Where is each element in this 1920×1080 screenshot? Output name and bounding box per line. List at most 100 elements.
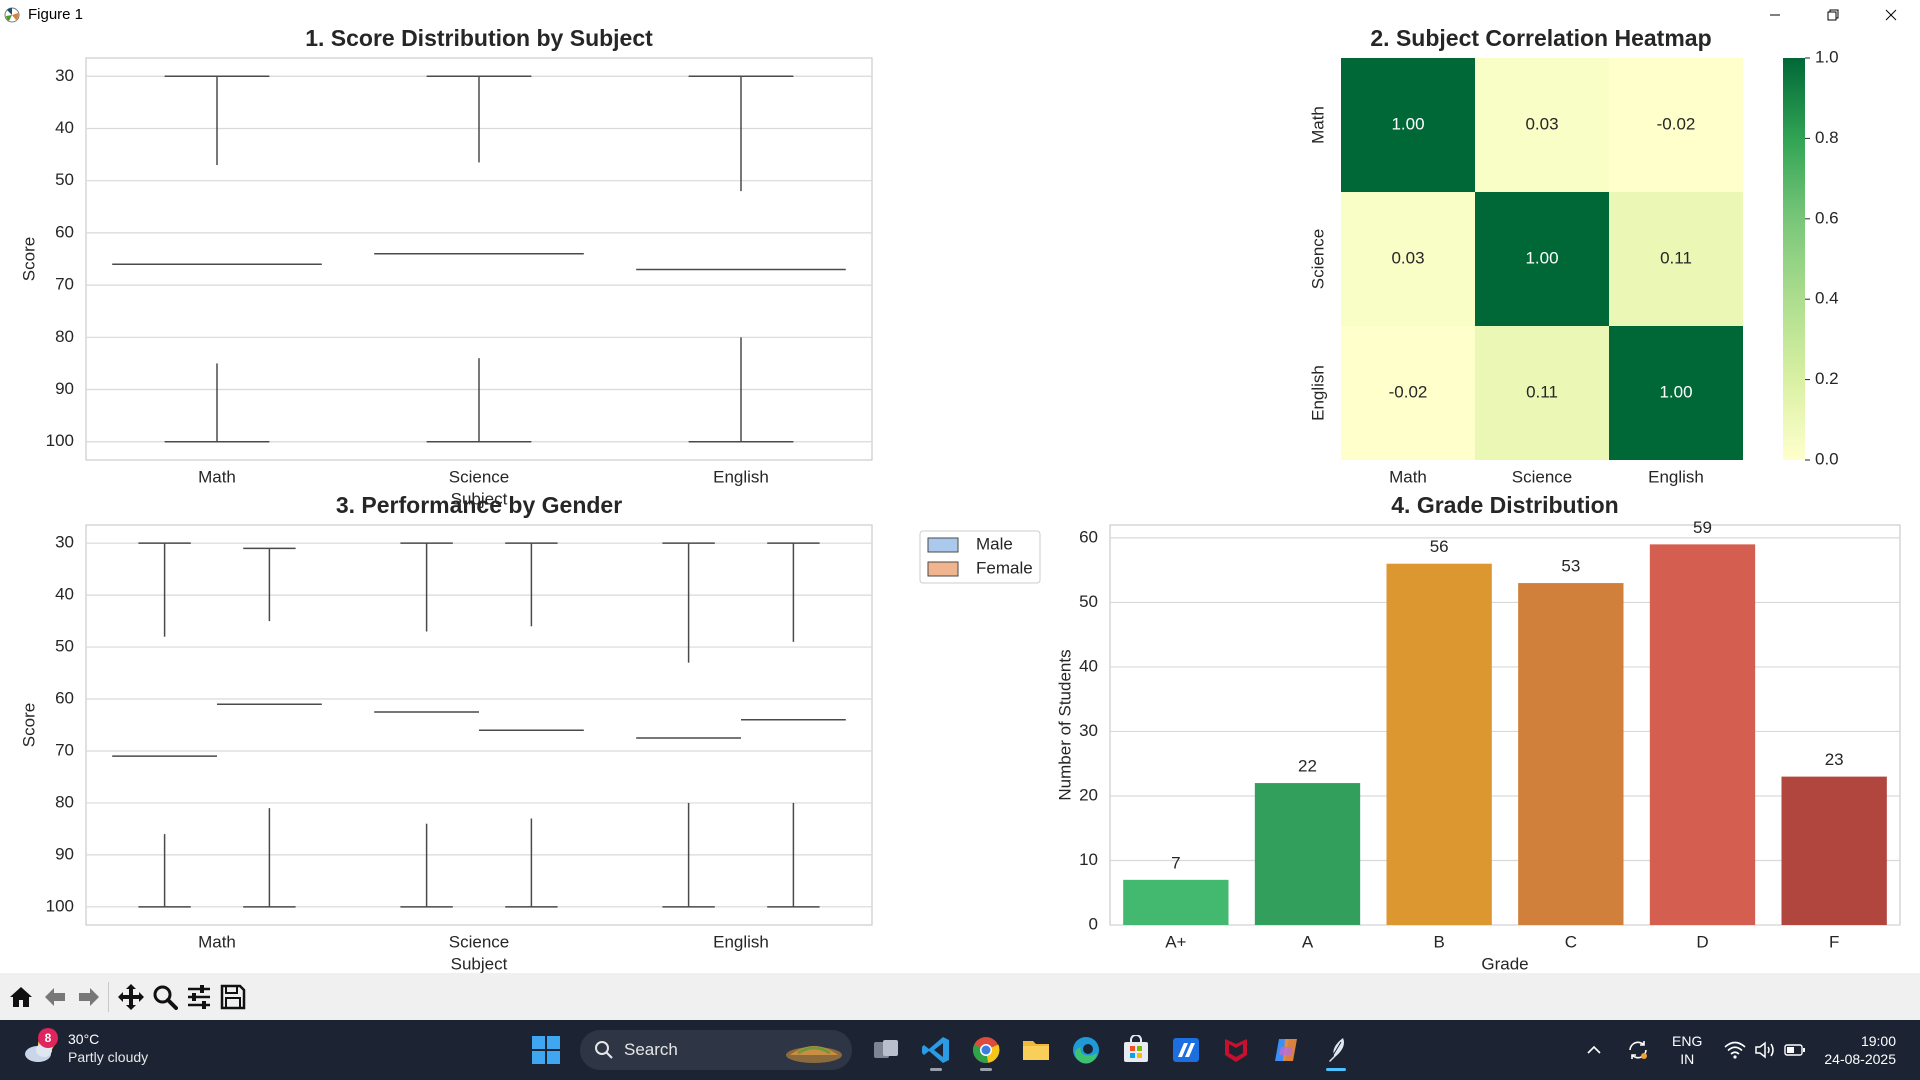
heatmap-cell-label: 0.03 bbox=[1525, 114, 1558, 133]
plot-area bbox=[85, 524, 873, 926]
active-window-indicator bbox=[1326, 1068, 1346, 1071]
subplot-title: 2. Subject Correlation Heatmap bbox=[1370, 29, 1711, 51]
y-tick-label: 80 bbox=[55, 327, 74, 346]
x-tick-label: English bbox=[713, 467, 769, 486]
edge-taskbar-button[interactable] bbox=[1064, 1028, 1108, 1072]
x-tick-label: English bbox=[1648, 467, 1704, 486]
heatmap-cell-label: -0.02 bbox=[1389, 382, 1428, 401]
restore-button[interactable] bbox=[1804, 0, 1862, 29]
heatmap-cell-label: 1.00 bbox=[1525, 248, 1558, 267]
system-tray: ENG IN 19:00 24-08-2025 bbox=[1572, 1020, 1920, 1080]
close-icon bbox=[1885, 9, 1897, 20]
matplotlib-app-icon bbox=[2, 5, 22, 25]
x-tick-label: Math bbox=[1389, 467, 1427, 486]
bar bbox=[1781, 776, 1887, 925]
bar-value-label: 7 bbox=[1171, 853, 1180, 872]
heatmap-cell-label: 1.00 bbox=[1659, 382, 1692, 401]
x-axis-label: Subject bbox=[451, 954, 508, 973]
subplot-title: 3. Performance by Gender bbox=[336, 492, 622, 518]
y-tick-label: 60 bbox=[55, 689, 74, 708]
y-tick-label: 90 bbox=[55, 379, 74, 398]
y-tick-label: 20 bbox=[1079, 785, 1098, 804]
x-axis-label: Grade bbox=[1481, 954, 1528, 973]
restore-icon bbox=[1827, 9, 1839, 20]
search-label: Search bbox=[624, 1040, 678, 1059]
chrome-taskbar-button[interactable] bbox=[964, 1028, 1008, 1072]
taskbar-search-box[interactable]: Search bbox=[580, 1030, 852, 1070]
mcafee-taskbar-button[interactable] bbox=[1214, 1028, 1258, 1072]
minimize-button[interactable] bbox=[1746, 0, 1804, 29]
heatmap-cell-label: 0.11 bbox=[1526, 382, 1558, 401]
y-axis-label: Number of Students bbox=[1055, 649, 1074, 800]
x-tick-label: A+ bbox=[1165, 932, 1186, 951]
task-view-button[interactable] bbox=[864, 1028, 908, 1072]
legend-label: Male bbox=[976, 534, 1013, 553]
y-tick-label: 40 bbox=[55, 118, 74, 137]
show-hidden-icons-button[interactable] bbox=[1572, 1028, 1616, 1072]
copilot-taskbar-button[interactable] bbox=[1264, 1028, 1308, 1072]
heatmap-cell-label: -0.02 bbox=[1657, 114, 1696, 133]
input-language-indicator[interactable]: ENG IN bbox=[1672, 1032, 1702, 1068]
close-window-button[interactable] bbox=[1862, 0, 1920, 29]
y-tick-label: 80 bbox=[55, 792, 74, 811]
start-button[interactable] bbox=[524, 1028, 568, 1072]
bar-value-label: 53 bbox=[1561, 557, 1580, 576]
speaker-icon bbox=[1755, 1041, 1775, 1059]
feather-icon bbox=[1329, 1038, 1344, 1062]
y-tick-label: English bbox=[1308, 365, 1327, 421]
python-figure-taskbar-button[interactable] bbox=[1314, 1028, 1358, 1072]
legend-label: Female bbox=[976, 558, 1033, 577]
app-taskbar-button[interactable] bbox=[1164, 1028, 1208, 1072]
y-tick-label: 30 bbox=[55, 66, 74, 85]
battery-status[interactable] bbox=[1780, 1028, 1810, 1072]
x-axis-label: Subject bbox=[451, 489, 508, 508]
vscode-taskbar-button[interactable] bbox=[914, 1028, 958, 1072]
blue-app-icon bbox=[1173, 1038, 1199, 1062]
bar-value-label: 23 bbox=[1825, 750, 1844, 769]
file-explorer-taskbar-button[interactable] bbox=[1014, 1028, 1058, 1072]
wifi-status[interactable] bbox=[1720, 1028, 1750, 1072]
colorbar-tick-label: 1.0 bbox=[1815, 47, 1839, 66]
configure-subplots-icon bbox=[188, 984, 210, 1009]
weather-description: Partly cloudy bbox=[68, 1049, 149, 1065]
battery-icon bbox=[1784, 1044, 1806, 1056]
home-button[interactable] bbox=[4, 980, 38, 1014]
y-tick-label: 90 bbox=[55, 844, 74, 863]
zoom-button[interactable] bbox=[148, 980, 182, 1014]
colorbar-tick-label: 0.2 bbox=[1815, 369, 1839, 388]
configure-subplots-button[interactable] bbox=[182, 980, 216, 1014]
back-button[interactable] bbox=[38, 980, 72, 1014]
y-tick-label: 30 bbox=[55, 533, 74, 552]
weather-widget[interactable]: 8 30°C Partly cloudy bbox=[22, 1028, 148, 1068]
volume-status[interactable] bbox=[1750, 1028, 1780, 1072]
wifi-icon bbox=[1724, 1041, 1746, 1059]
y-tick-label: 100 bbox=[46, 896, 74, 915]
x-tick-label: C bbox=[1565, 932, 1577, 951]
weather-temperature: 30°C bbox=[68, 1031, 100, 1047]
weather-badge: 8 bbox=[38, 1028, 58, 1048]
task-view-icon bbox=[874, 1040, 898, 1058]
figure-canvas[interactable]: 30 40 50 60 70 80 90 100 1. Score Distribution b… bbox=[0, 29, 1920, 973]
x-tick-label: F bbox=[1829, 932, 1839, 951]
forward-button[interactable] bbox=[72, 980, 106, 1014]
subplot-title: 1. Score Distribution by Subject bbox=[305, 29, 653, 51]
clock-date: 24-08-2025 bbox=[1824, 1051, 1896, 1067]
windows-logo-icon bbox=[532, 1036, 560, 1064]
heatmap-cell bbox=[1475, 58, 1609, 192]
y-tick-label: 30 bbox=[1079, 721, 1098, 740]
bar-value-label: 56 bbox=[1430, 537, 1449, 556]
colorbar bbox=[1783, 58, 1805, 460]
taskbar-clock[interactable]: 19:00 24-08-2025 bbox=[1824, 1032, 1896, 1068]
store-taskbar-button[interactable] bbox=[1114, 1028, 1158, 1072]
pan-button[interactable] bbox=[114, 980, 148, 1014]
y-axis-label: Score bbox=[19, 237, 38, 281]
bar bbox=[1518, 583, 1624, 925]
y-tick-label: Math bbox=[1308, 106, 1327, 144]
x-tick-label: Science bbox=[449, 467, 509, 486]
save-figure-button[interactable] bbox=[216, 980, 250, 1014]
save-icon bbox=[220, 984, 246, 1009]
colorbar-tick-label: 0.0 bbox=[1815, 449, 1839, 468]
sync-status-button[interactable] bbox=[1616, 1028, 1660, 1072]
y-tick-label: 60 bbox=[55, 222, 74, 241]
